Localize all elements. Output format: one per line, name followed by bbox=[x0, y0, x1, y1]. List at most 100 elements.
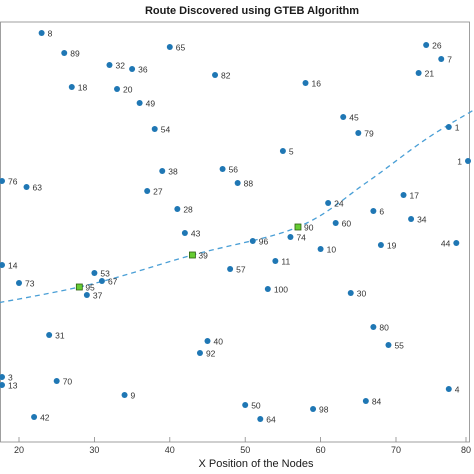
node-label-30: 30 bbox=[357, 289, 367, 299]
node-label-16: 16 bbox=[312, 79, 322, 89]
node-label-11: 11 bbox=[281, 257, 290, 267]
node-point-98 bbox=[310, 406, 317, 412]
node-label-40: 40 bbox=[214, 337, 224, 347]
route-line bbox=[0, 109, 474, 304]
node-label-27: 27 bbox=[153, 187, 163, 197]
node-point-49 bbox=[136, 100, 143, 106]
node-point-18 bbox=[68, 84, 75, 90]
node-layer: 1456789101113141617181920212426272830313… bbox=[0, 29, 471, 425]
x-tick-label-60: 60 bbox=[316, 445, 326, 455]
node-point-8 bbox=[38, 30, 45, 36]
x-tick-label-40: 40 bbox=[165, 445, 175, 455]
node-point-57 bbox=[227, 266, 234, 272]
node-label-56: 56 bbox=[229, 165, 239, 175]
node-label-60: 60 bbox=[342, 219, 352, 229]
node-point-21 bbox=[415, 70, 422, 76]
node-point-60 bbox=[332, 220, 339, 226]
node-label-73: 73 bbox=[25, 279, 35, 289]
node-label-82: 82 bbox=[221, 71, 231, 81]
node-point-44 bbox=[453, 240, 460, 246]
node-label-20: 20 bbox=[123, 85, 133, 95]
node-point-88 bbox=[234, 180, 241, 186]
node-point-55 bbox=[385, 342, 392, 348]
node-label-21: 21 bbox=[425, 69, 435, 79]
x-axis-label: X Position of the Nodes bbox=[199, 458, 314, 470]
node-point-96 bbox=[249, 238, 256, 244]
node-label-24: 24 bbox=[334, 199, 344, 209]
node-point-27 bbox=[144, 188, 151, 194]
node-label-18: 18 bbox=[78, 83, 88, 93]
node-point-92 bbox=[196, 350, 203, 356]
node-label-57: 57 bbox=[236, 265, 246, 275]
plot-area bbox=[0, 21, 470, 443]
node-label-98: 98 bbox=[319, 405, 329, 415]
x-tick-label-30: 30 bbox=[89, 445, 99, 455]
node-point-9 bbox=[121, 392, 128, 398]
node-point-40 bbox=[204, 338, 211, 344]
node-point-53 bbox=[91, 270, 98, 276]
node-label-89: 89 bbox=[70, 49, 80, 59]
node-label-45: 45 bbox=[349, 113, 359, 123]
node-point-50 bbox=[242, 402, 249, 408]
node-label-9: 9 bbox=[131, 391, 136, 401]
node-point-84 bbox=[362, 398, 369, 404]
node-point-64 bbox=[257, 416, 264, 422]
node-label-6: 6 bbox=[379, 207, 384, 217]
node-point-67 bbox=[98, 278, 105, 284]
x-tick-label-70: 70 bbox=[391, 445, 401, 455]
node-point-4 bbox=[445, 386, 452, 392]
node-label-1: 1 bbox=[455, 123, 460, 133]
route-node-95 bbox=[75, 283, 83, 291]
node-label-55: 55 bbox=[394, 341, 404, 351]
node-point-80 bbox=[370, 324, 377, 330]
node-point-63 bbox=[23, 184, 30, 190]
node-label-34: 34 bbox=[417, 215, 427, 225]
node-point-100 bbox=[264, 286, 271, 292]
node-point-19 bbox=[377, 242, 384, 248]
node-point-56 bbox=[219, 166, 226, 172]
node-point-45 bbox=[340, 114, 347, 120]
node-label-50: 50 bbox=[251, 401, 261, 411]
node-label-26: 26 bbox=[432, 41, 442, 51]
node-label-92: 92 bbox=[206, 349, 216, 359]
node-label-65: 65 bbox=[176, 43, 186, 53]
node-point-42 bbox=[31, 414, 38, 420]
node-label-28: 28 bbox=[183, 205, 193, 215]
node-point-6 bbox=[370, 208, 377, 214]
node-point-28 bbox=[174, 206, 181, 212]
chart-title: Route Discovered using GTEB Algorithm bbox=[145, 5, 359, 17]
node-label-100: 100 bbox=[274, 285, 288, 295]
node-point-34 bbox=[408, 216, 415, 222]
node-label-70: 70 bbox=[63, 377, 73, 387]
node-label-53: 53 bbox=[100, 269, 110, 279]
node-label-37: 37 bbox=[93, 291, 103, 301]
node-label-10: 10 bbox=[327, 245, 337, 255]
node-label-36: 36 bbox=[138, 65, 148, 75]
x-tick-label-50: 50 bbox=[240, 445, 250, 455]
node-label-42: 42 bbox=[40, 413, 50, 423]
node-label-17: 17 bbox=[410, 191, 420, 201]
node-label-13: 13 bbox=[8, 381, 18, 391]
node-label-3: 3 bbox=[8, 373, 13, 383]
node-point-11 bbox=[272, 258, 279, 264]
node-point-3 bbox=[0, 374, 5, 380]
node-point-76 bbox=[0, 178, 5, 184]
node-point-38 bbox=[159, 168, 166, 174]
route-node-90 bbox=[294, 223, 302, 231]
node-label-80: 80 bbox=[379, 323, 389, 333]
route-node-label-39: 39 bbox=[198, 251, 208, 261]
node-point-73 bbox=[16, 280, 22, 286]
node-label-38: 38 bbox=[168, 167, 178, 177]
node-point-31 bbox=[46, 332, 53, 338]
node-point-1 bbox=[465, 158, 471, 164]
node-label-63: 63 bbox=[33, 183, 43, 193]
node-label-14: 14 bbox=[8, 261, 18, 271]
node-label-44: 44 bbox=[441, 239, 451, 249]
route-node-39 bbox=[189, 251, 196, 259]
node-label-8: 8 bbox=[48, 29, 53, 39]
node-point-70 bbox=[53, 378, 60, 384]
node-point-82 bbox=[212, 72, 219, 78]
route-node-label-95: 95 bbox=[85, 283, 95, 293]
node-label-67: 67 bbox=[108, 277, 118, 287]
node-label-88: 88 bbox=[244, 179, 254, 189]
